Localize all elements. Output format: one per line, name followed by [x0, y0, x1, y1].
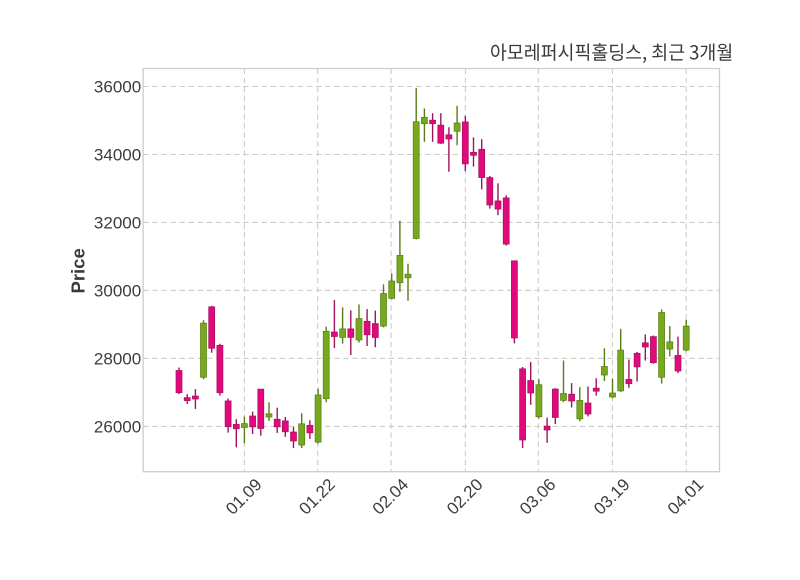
svg-text:34000: 34000: [94, 146, 141, 165]
svg-text:28000: 28000: [94, 349, 141, 368]
svg-text:30000: 30000: [94, 281, 141, 300]
svg-text:Price: Price: [68, 248, 89, 293]
svg-text:26000: 26000: [94, 418, 141, 437]
svg-text:36000: 36000: [94, 78, 141, 97]
svg-text:32000: 32000: [94, 214, 141, 233]
